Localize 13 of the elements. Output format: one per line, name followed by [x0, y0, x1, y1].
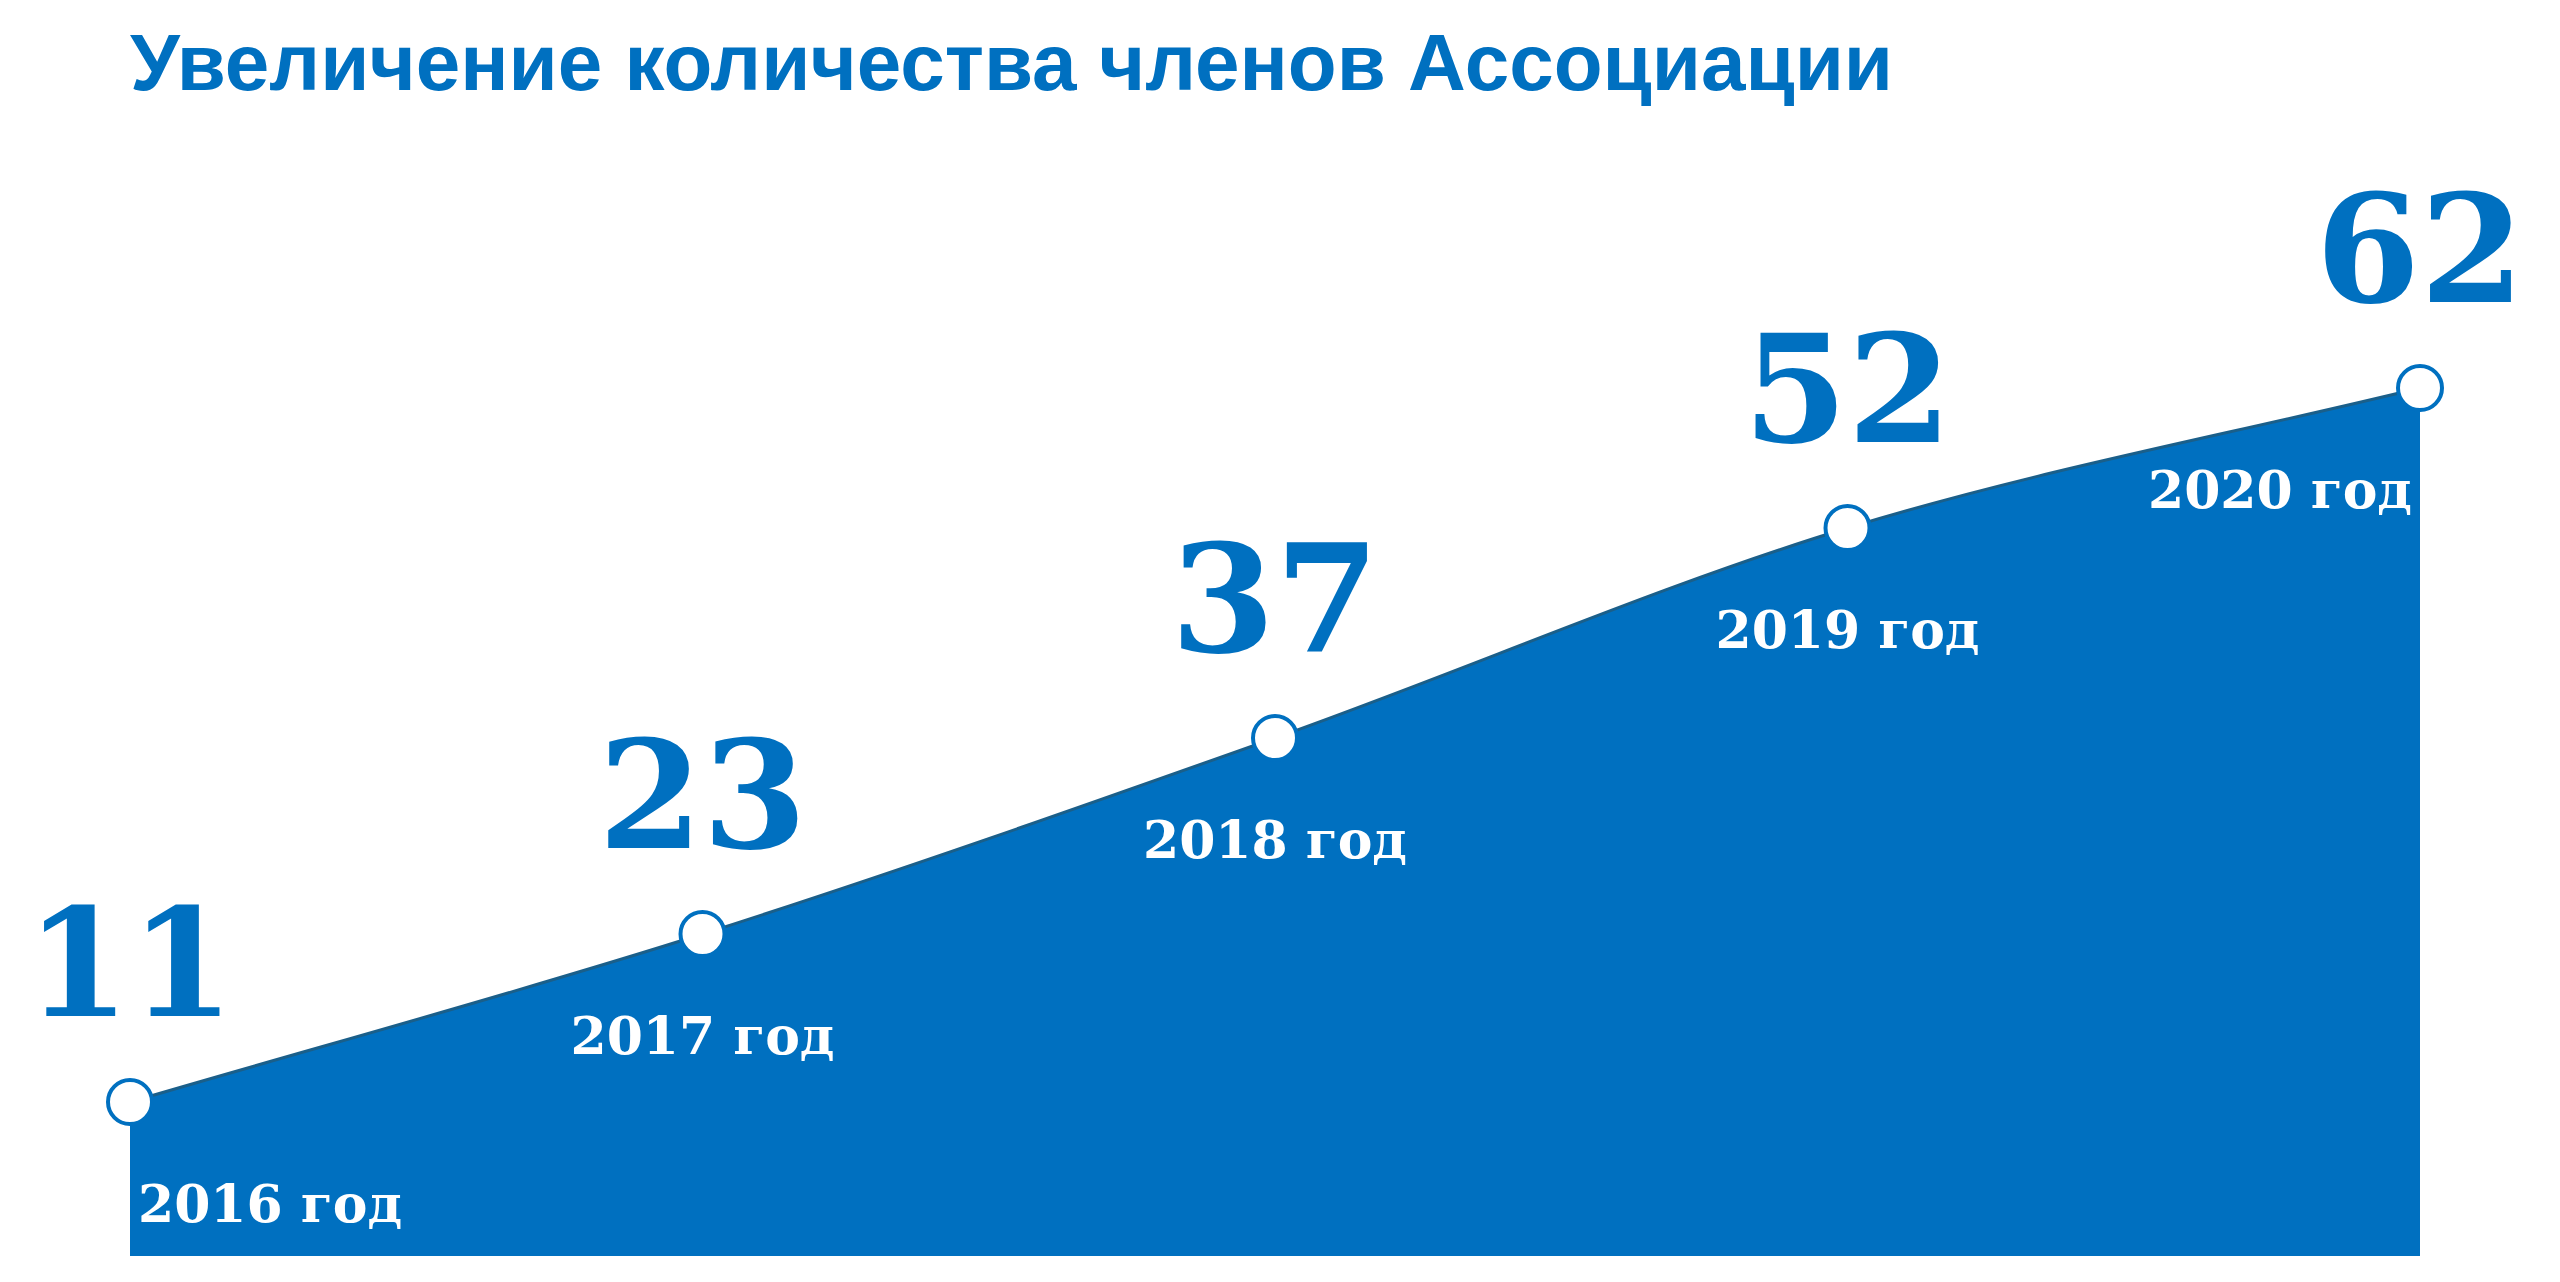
- data-label: 11: [25, 874, 235, 1051]
- x-tick-label: 2019 год: [1715, 598, 1980, 660]
- x-tick-label: 2018 год: [1142, 808, 1408, 870]
- data-label: 23: [598, 706, 807, 883]
- point: [106, 1078, 154, 1126]
- x-tick-label: 2016 год: [138, 1172, 403, 1234]
- chart-title: Увеличение количества членов Ассоциации: [130, 18, 1894, 108]
- x-tick-label: 2017 год: [570, 1004, 835, 1066]
- point: [2396, 364, 2444, 412]
- data-label: 62: [2315, 160, 2525, 337]
- data-label: 37: [1170, 510, 1380, 687]
- data-label: 52: [1743, 300, 1952, 477]
- x-tick-label: 2020 год: [2147, 458, 2412, 520]
